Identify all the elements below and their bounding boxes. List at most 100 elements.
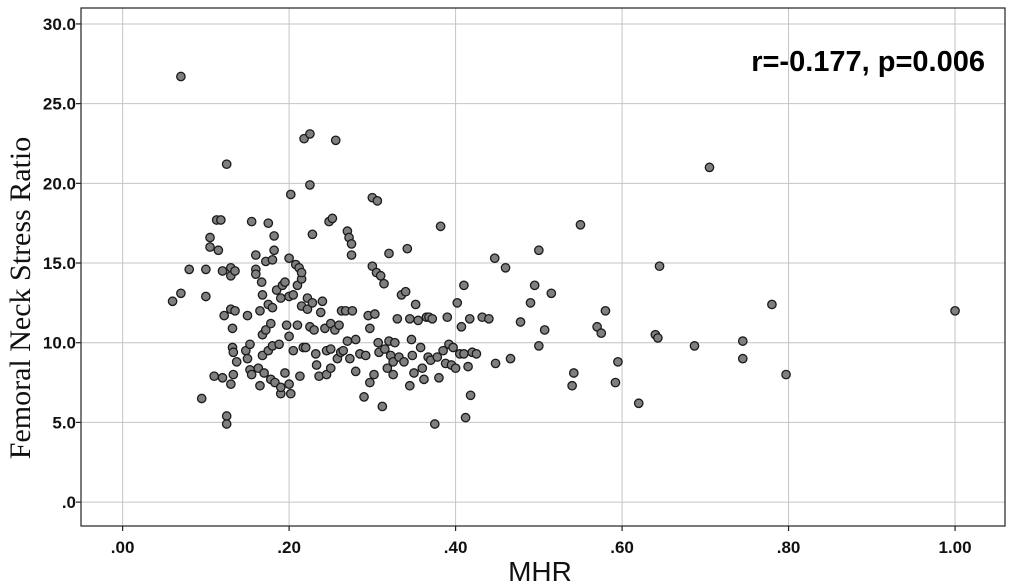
data-point (307, 298, 318, 308)
y-tick-label: 30.0 (43, 15, 76, 34)
data-point (567, 380, 577, 391)
data-point (459, 280, 469, 291)
data-point (515, 317, 526, 327)
data-point (950, 305, 960, 316)
data-point (450, 363, 461, 374)
data-point (246, 369, 257, 380)
data-point (309, 325, 319, 335)
data-point (471, 349, 482, 359)
data-point (205, 232, 215, 243)
y-tick-label: 5.0 (52, 413, 76, 432)
data-point (704, 162, 715, 173)
data-point (219, 310, 230, 321)
data-point (330, 135, 341, 146)
gridlines (81, 8, 1005, 526)
data-point (737, 353, 748, 364)
data-point (307, 229, 318, 240)
data-point (653, 333, 663, 343)
data-point (263, 218, 274, 229)
data-point (533, 245, 544, 256)
data-point (490, 358, 501, 369)
data-point (438, 345, 448, 356)
data-point (315, 307, 326, 318)
y-tick-label: 15.0 (43, 254, 76, 273)
data-point (265, 318, 276, 329)
data-point (448, 342, 458, 353)
data-point (311, 360, 322, 370)
data-point (399, 356, 409, 367)
data-point (369, 369, 379, 380)
data-point (406, 334, 417, 345)
data-point (388, 369, 399, 380)
data-point (350, 334, 361, 345)
data-point (613, 356, 623, 367)
data-point (377, 401, 388, 412)
data-point (373, 337, 384, 348)
data-point (325, 363, 336, 374)
data-point (176, 71, 186, 82)
data-point (402, 243, 413, 254)
data-point (413, 315, 423, 326)
y-tick-label: 25.0 (43, 95, 76, 114)
data-point (372, 196, 383, 206)
data-point (610, 377, 621, 388)
y-tick-label: .0 (62, 493, 76, 512)
data-point (500, 262, 511, 273)
data-point (375, 270, 386, 281)
data-point (781, 369, 791, 380)
data-point (575, 219, 586, 230)
x-tick-label: 1.00 (939, 538, 972, 557)
data-point (737, 336, 748, 346)
data-point (533, 341, 544, 351)
data-point (205, 242, 215, 252)
data-point (305, 180, 315, 190)
data-point (167, 296, 178, 307)
data-point (429, 419, 440, 429)
data-point (288, 345, 299, 356)
data-point (365, 377, 375, 388)
x-tick-label: .20 (277, 538, 301, 557)
data-point (463, 361, 473, 372)
data-point (434, 372, 444, 383)
data-point (460, 412, 471, 423)
data-point (379, 344, 390, 354)
data-point (404, 313, 415, 324)
data-point (255, 305, 265, 316)
y-axis-title: Femoral Neck Stress Ratio (4, 137, 37, 459)
data-point (245, 339, 255, 350)
data-point (546, 288, 557, 299)
y-tick-label: 20.0 (43, 174, 76, 193)
x-axis-title: MHR (508, 556, 572, 586)
data-point (176, 288, 186, 299)
data-point (256, 277, 267, 287)
correlation-annotation: r=-0.177, p=0.006 (751, 46, 985, 78)
data-point (201, 264, 211, 275)
data-point (317, 296, 328, 307)
data-point (365, 323, 375, 334)
data-point (400, 286, 411, 297)
data-point (209, 371, 220, 382)
data-point (345, 353, 355, 364)
data-point (404, 380, 415, 391)
data-point (257, 290, 268, 300)
data-point (221, 419, 232, 429)
data-point (346, 250, 357, 260)
data-point (250, 250, 261, 260)
data-point (259, 368, 269, 378)
data-point (689, 341, 700, 351)
data-point (217, 266, 228, 276)
x-tick-label: .80 (777, 538, 801, 557)
data-point (280, 368, 290, 378)
data-point (767, 299, 777, 310)
data-point (221, 159, 232, 170)
data-point (442, 312, 453, 323)
data-point (419, 374, 429, 385)
data-point (654, 261, 665, 272)
data-point (338, 345, 349, 356)
data-point (281, 320, 292, 331)
data-point (300, 342, 311, 353)
data-point (435, 221, 446, 232)
x-tick-label: .00 (111, 538, 135, 557)
data-point (196, 393, 207, 404)
